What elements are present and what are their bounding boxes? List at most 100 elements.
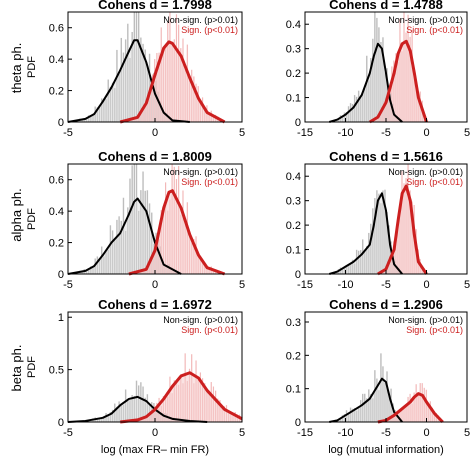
x-tick-label: 5 bbox=[239, 127, 245, 139]
legend-sign: Sign. (p<0.01) bbox=[406, 25, 463, 35]
panel-title: Cohens d = 1.8009 bbox=[98, 149, 212, 164]
y-tick-label: 1 bbox=[58, 312, 64, 324]
x-tick-label: 0 bbox=[152, 279, 158, 291]
y-tick-label: 0.2 bbox=[286, 68, 301, 80]
x-tick-label: -10 bbox=[338, 279, 354, 291]
legend-sign: Sign. (p<0.01) bbox=[406, 325, 463, 335]
legend-nonsign: Non-sign. (p>0.01) bbox=[163, 15, 238, 25]
x-tick-label: 0 bbox=[423, 279, 429, 291]
x-tick-label: -10 bbox=[338, 427, 354, 439]
curve-sign bbox=[120, 371, 243, 424]
row-label-theta: theta ph. bbox=[9, 43, 24, 94]
panel-4: Cohens d = 1.5616 -15 -10 -5 0 5 0 0.1 0.2 0.3 0.4… bbox=[286, 149, 470, 291]
curve-sign bbox=[128, 189, 226, 276]
panel-6: Cohens d = 1.2906 -15 -10 -5 0 5 0 0.1 0.2 0.3 log… bbox=[286, 297, 470, 456]
x-axis-label: log (mutual information) bbox=[328, 444, 444, 456]
x-tick-label: -15 bbox=[297, 279, 313, 291]
x-tick-label: -5 bbox=[63, 427, 73, 439]
y-tick-label: 0 bbox=[58, 269, 64, 281]
legend: Non-sign. (p>0.01)Sign. (p<0.01) bbox=[163, 315, 238, 335]
y-tick-label: 0.3 bbox=[286, 196, 301, 208]
legend: Non-sign. (p>0.01)Sign. (p<0.01) bbox=[388, 15, 463, 35]
curve-sign bbox=[377, 392, 444, 424]
area-sign bbox=[120, 41, 225, 122]
legend-nonsign: Non-sign. (p>0.01) bbox=[163, 167, 238, 177]
y-tick-label: 0 bbox=[58, 417, 64, 429]
panel-title: Cohens d = 1.6972 bbox=[98, 297, 212, 312]
y-tick-label: 0.4 bbox=[49, 206, 64, 218]
x-tick-label: -5 bbox=[381, 279, 391, 291]
legend-sign: Sign. (p<0.01) bbox=[181, 177, 238, 187]
x-tick-label: 5 bbox=[239, 279, 245, 291]
y-tick-label: 0.1 bbox=[286, 384, 301, 396]
curve-nonsign bbox=[329, 192, 403, 275]
legend: Non-sign. (p>0.01)Sign. (p<0.01) bbox=[388, 315, 463, 335]
legend-nonsign: Non-sign. (p>0.01) bbox=[388, 315, 463, 325]
row-labels: theta ph. alpha ph. beta ph. bbox=[9, 43, 24, 392]
x-tick-label: 0 bbox=[152, 427, 158, 439]
y-tick-label: 0 bbox=[295, 417, 301, 429]
area-sign bbox=[128, 190, 225, 274]
x-tick-label: -5 bbox=[381, 427, 391, 439]
legend-sign: Sign. (p<0.01) bbox=[406, 177, 463, 187]
legend: Non-sign. (p>0.01)Sign. (p<0.01) bbox=[163, 15, 238, 35]
x-tick-label: 0 bbox=[423, 427, 429, 439]
x-axis-label: log (max FR– min FR) bbox=[101, 444, 209, 456]
x-tick-label: 5 bbox=[464, 127, 470, 139]
x-tick-label: -10 bbox=[338, 127, 354, 139]
area-nonsign bbox=[68, 40, 190, 122]
y-tick-label: 0.5 bbox=[49, 365, 64, 377]
y-tick-label: 0.3 bbox=[286, 317, 301, 329]
y-tick-label: 0 bbox=[58, 117, 64, 129]
y-tick-label: 0.3 bbox=[286, 44, 301, 56]
x-tick-label: 0 bbox=[152, 127, 158, 139]
curve-nonsign bbox=[329, 42, 403, 123]
y-tick-label: 0 bbox=[295, 117, 301, 129]
y-tick-label: 0.4 bbox=[49, 54, 64, 66]
curve-nonsign bbox=[67, 197, 182, 275]
row-label-alpha: alpha ph. bbox=[9, 188, 24, 242]
y-tick-label: 0.6 bbox=[49, 23, 64, 35]
y-tick-label: 0.1 bbox=[286, 93, 301, 105]
area-nonsign bbox=[329, 378, 403, 422]
y-axis-label: PDF bbox=[26, 208, 38, 230]
curve-nonsign bbox=[329, 377, 403, 423]
y-axis-label: PDF bbox=[26, 356, 38, 378]
legend-nonsign: Non-sign. (p>0.01) bbox=[388, 15, 463, 25]
panel-2: Cohens d = 1.4788 -15 -10 -5 0 5 0 0.1 0.2 0.3 0.4… bbox=[286, 0, 470, 139]
y-tick-label: 0.4 bbox=[286, 19, 301, 31]
panel-1: Cohens d = 1.7998-5 0 500.20.40.6PDFNon-si… bbox=[26, 0, 245, 139]
x-tick-label: 0 bbox=[423, 127, 429, 139]
legend-nonsign: Non-sign. (p>0.01) bbox=[163, 315, 238, 325]
panel-title: Cohens d = 1.4788 bbox=[329, 0, 443, 12]
area-nonsign bbox=[68, 396, 208, 422]
x-tick-label: -5 bbox=[63, 127, 73, 139]
panel-title: Cohens d = 1.2906 bbox=[329, 297, 443, 312]
curve-nonsign bbox=[67, 39, 190, 123]
area-sign bbox=[377, 186, 427, 274]
area-sign bbox=[120, 372, 242, 422]
y-tick-label: 0.2 bbox=[49, 238, 64, 250]
area-nonsign bbox=[329, 193, 403, 274]
area-sign bbox=[377, 393, 443, 422]
x-tick-label: 5 bbox=[239, 427, 245, 439]
x-tick-label: -5 bbox=[63, 279, 73, 291]
x-tick-label: 5 bbox=[464, 279, 470, 291]
panel-title: Cohens d = 1.7998 bbox=[98, 0, 212, 12]
y-axis-label: PDF bbox=[26, 56, 38, 78]
y-tick-label: 0.6 bbox=[49, 175, 64, 187]
x-tick-label: 5 bbox=[464, 427, 470, 439]
curve-nonsign bbox=[67, 395, 208, 423]
area-sign bbox=[369, 41, 427, 123]
panel-3: Cohens d = 1.8009-5 0 500.20.40.6PDFNon-si… bbox=[26, 149, 245, 291]
y-tick-label: 0.4 bbox=[286, 171, 301, 183]
legend-nonsign: Non-sign. (p>0.01) bbox=[388, 167, 463, 177]
curve-sign bbox=[119, 40, 226, 124]
panel-title: Cohens d = 1.5616 bbox=[329, 149, 443, 164]
legend: Non-sign. (p>0.01)Sign. (p<0.01) bbox=[163, 167, 238, 187]
y-tick-label: 0.1 bbox=[286, 245, 301, 257]
y-tick-label: 0.2 bbox=[286, 350, 301, 362]
x-tick-label: -5 bbox=[381, 127, 391, 139]
